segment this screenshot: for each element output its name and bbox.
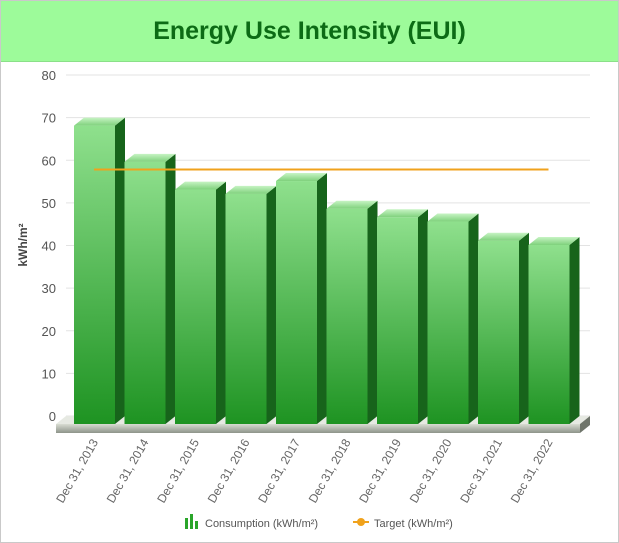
bar-side xyxy=(266,185,277,424)
bar-front xyxy=(478,240,519,424)
bar-front xyxy=(175,189,216,424)
bar-top xyxy=(427,213,479,222)
x-tick-label: Dec 31, 2013 xyxy=(53,436,101,505)
bar xyxy=(175,181,226,424)
y-tick-label: 30 xyxy=(42,281,56,296)
bar-top xyxy=(528,236,580,245)
bar-front xyxy=(326,208,368,424)
x-tick-label: Dec 31, 2014 xyxy=(104,436,152,505)
bar xyxy=(427,213,479,424)
y-tick-label: 20 xyxy=(42,324,56,339)
bar xyxy=(225,185,277,424)
base-front-face xyxy=(56,424,580,433)
bar xyxy=(528,236,580,424)
x-tick-label: Dec 31, 2019 xyxy=(356,436,404,505)
bar xyxy=(276,173,327,424)
legend-consumption-icon xyxy=(185,514,198,529)
bar-front xyxy=(427,221,469,424)
x-tick-label: Dec 31, 2015 xyxy=(154,436,202,505)
y-tick-label: 10 xyxy=(42,366,56,381)
chart-title: Energy Use Intensity (EUI) xyxy=(153,17,466,45)
legend-consumption-label: Consumption (kWh/m²) xyxy=(205,518,318,530)
x-tick-label: Dec 31, 2022 xyxy=(508,436,556,505)
bar-front xyxy=(74,125,115,424)
bar-top xyxy=(175,181,226,190)
x-tick-label: Dec 31, 2021 xyxy=(457,436,505,505)
bar-side xyxy=(367,200,378,424)
y-tick-label: 0 xyxy=(49,409,56,424)
bar-side xyxy=(468,213,479,424)
bar-side xyxy=(519,232,529,424)
x-axis-ticks: Dec 31, 2013 Dec 31, 2014 Dec 31, 2015 Dec … xyxy=(53,436,555,505)
bar-front xyxy=(528,244,570,424)
bar xyxy=(326,200,378,424)
bars xyxy=(74,117,580,424)
y-tick-label: 50 xyxy=(42,196,56,211)
y-tick-label: 60 xyxy=(42,153,56,168)
bar-side xyxy=(418,209,428,424)
legend-target-label: Target (kWh/m²) xyxy=(374,518,453,530)
y-tick-label: 80 xyxy=(42,68,56,83)
title-bar: Energy Use Intensity (EUI) xyxy=(1,1,618,62)
bar-top xyxy=(124,153,176,162)
bar-front xyxy=(225,193,267,424)
x-tick-label: Dec 31, 2018 xyxy=(306,436,354,505)
legend: Consumption (kWh/m²) Target (kWh/m²) xyxy=(185,514,453,530)
bar-side xyxy=(317,173,327,424)
y-tick-label: 40 xyxy=(42,239,56,254)
bar-top xyxy=(225,185,277,194)
bar xyxy=(74,117,125,424)
bar xyxy=(124,153,176,424)
bar-side xyxy=(115,117,125,424)
bar xyxy=(478,232,529,424)
bar-top xyxy=(74,117,125,126)
base-side-face xyxy=(580,416,590,433)
y-tick-label: 70 xyxy=(42,111,56,126)
bar-top xyxy=(478,232,529,241)
bar-side xyxy=(216,181,226,424)
x-tick-label: Dec 31, 2017 xyxy=(255,436,303,505)
bar-side xyxy=(569,236,580,424)
bar xyxy=(377,209,428,424)
bar-side xyxy=(165,153,176,424)
x-tick-label: Dec 31, 2020 xyxy=(407,436,455,505)
bar-front xyxy=(377,217,418,424)
y-axis-ticks: 0 10 20 30 40 50 60 70 80 xyxy=(42,68,56,424)
bar-top xyxy=(276,173,327,182)
legend-target-icon xyxy=(353,518,369,526)
bar-front xyxy=(124,161,166,424)
bar-top xyxy=(326,200,378,209)
y-axis-label: kWh/m² xyxy=(16,223,30,266)
bar-top xyxy=(377,209,428,218)
bar-front xyxy=(276,181,317,424)
x-tick-label: Dec 31, 2016 xyxy=(205,436,253,505)
